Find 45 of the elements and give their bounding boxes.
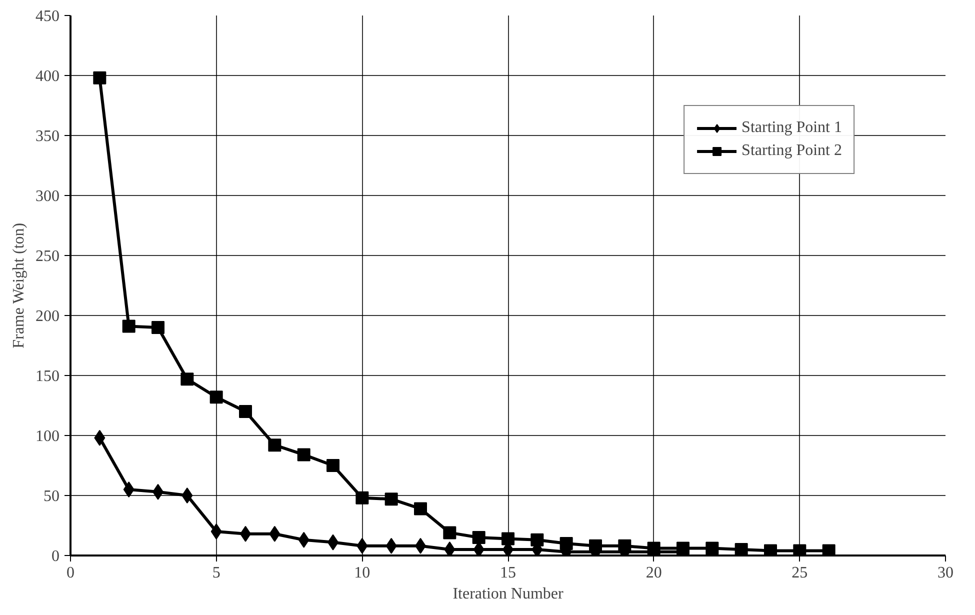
point [180, 372, 194, 386]
x-tick-label: 15 [500, 564, 516, 582]
point [822, 544, 836, 556]
point [268, 438, 282, 452]
x-tick-label: 20 [646, 564, 662, 582]
x-tick-label: 5 [212, 564, 220, 582]
point [793, 544, 806, 556]
point [239, 405, 252, 418]
y-tick-label: 450 [36, 8, 60, 25]
point [152, 321, 164, 334]
y-tick-label: 400 [36, 68, 60, 85]
y-tick-label: 150 [36, 368, 60, 385]
point [384, 492, 398, 506]
legend-label: Starting Point 1 [742, 119, 842, 137]
point [734, 543, 748, 556]
point [182, 488, 193, 504]
point [210, 524, 222, 540]
y-tick-label: 100 [36, 428, 60, 445]
point [123, 482, 134, 498]
point [356, 491, 369, 504]
point [502, 532, 514, 546]
x-tick-label: 25 [792, 564, 808, 582]
legend-label: Starting Point 2 [742, 142, 842, 160]
y-tick-label: 50 [44, 488, 60, 505]
point [706, 542, 719, 555]
point [122, 320, 136, 333]
point [444, 542, 456, 556]
y-tick-label: 250 [36, 248, 60, 265]
point [93, 71, 106, 84]
point [443, 526, 456, 540]
y-tick-label: 350 [36, 128, 60, 145]
point [326, 459, 340, 472]
y-tick-label: 0 [52, 548, 60, 565]
y-tick-label: 200 [36, 308, 60, 325]
point [472, 531, 486, 544]
y-tick-label: 300 [36, 188, 60, 205]
x-tick-label: 10 [354, 564, 370, 582]
point [297, 448, 310, 462]
point [210, 390, 223, 404]
point [414, 502, 427, 516]
point [764, 544, 777, 556]
x-tick-label: 0 [66, 564, 74, 582]
x-axis-title: Iteration Number [452, 586, 564, 602]
y-axis-title: Frame Weight (ton) [10, 222, 28, 348]
x-tick-label: 30 [938, 564, 954, 582]
